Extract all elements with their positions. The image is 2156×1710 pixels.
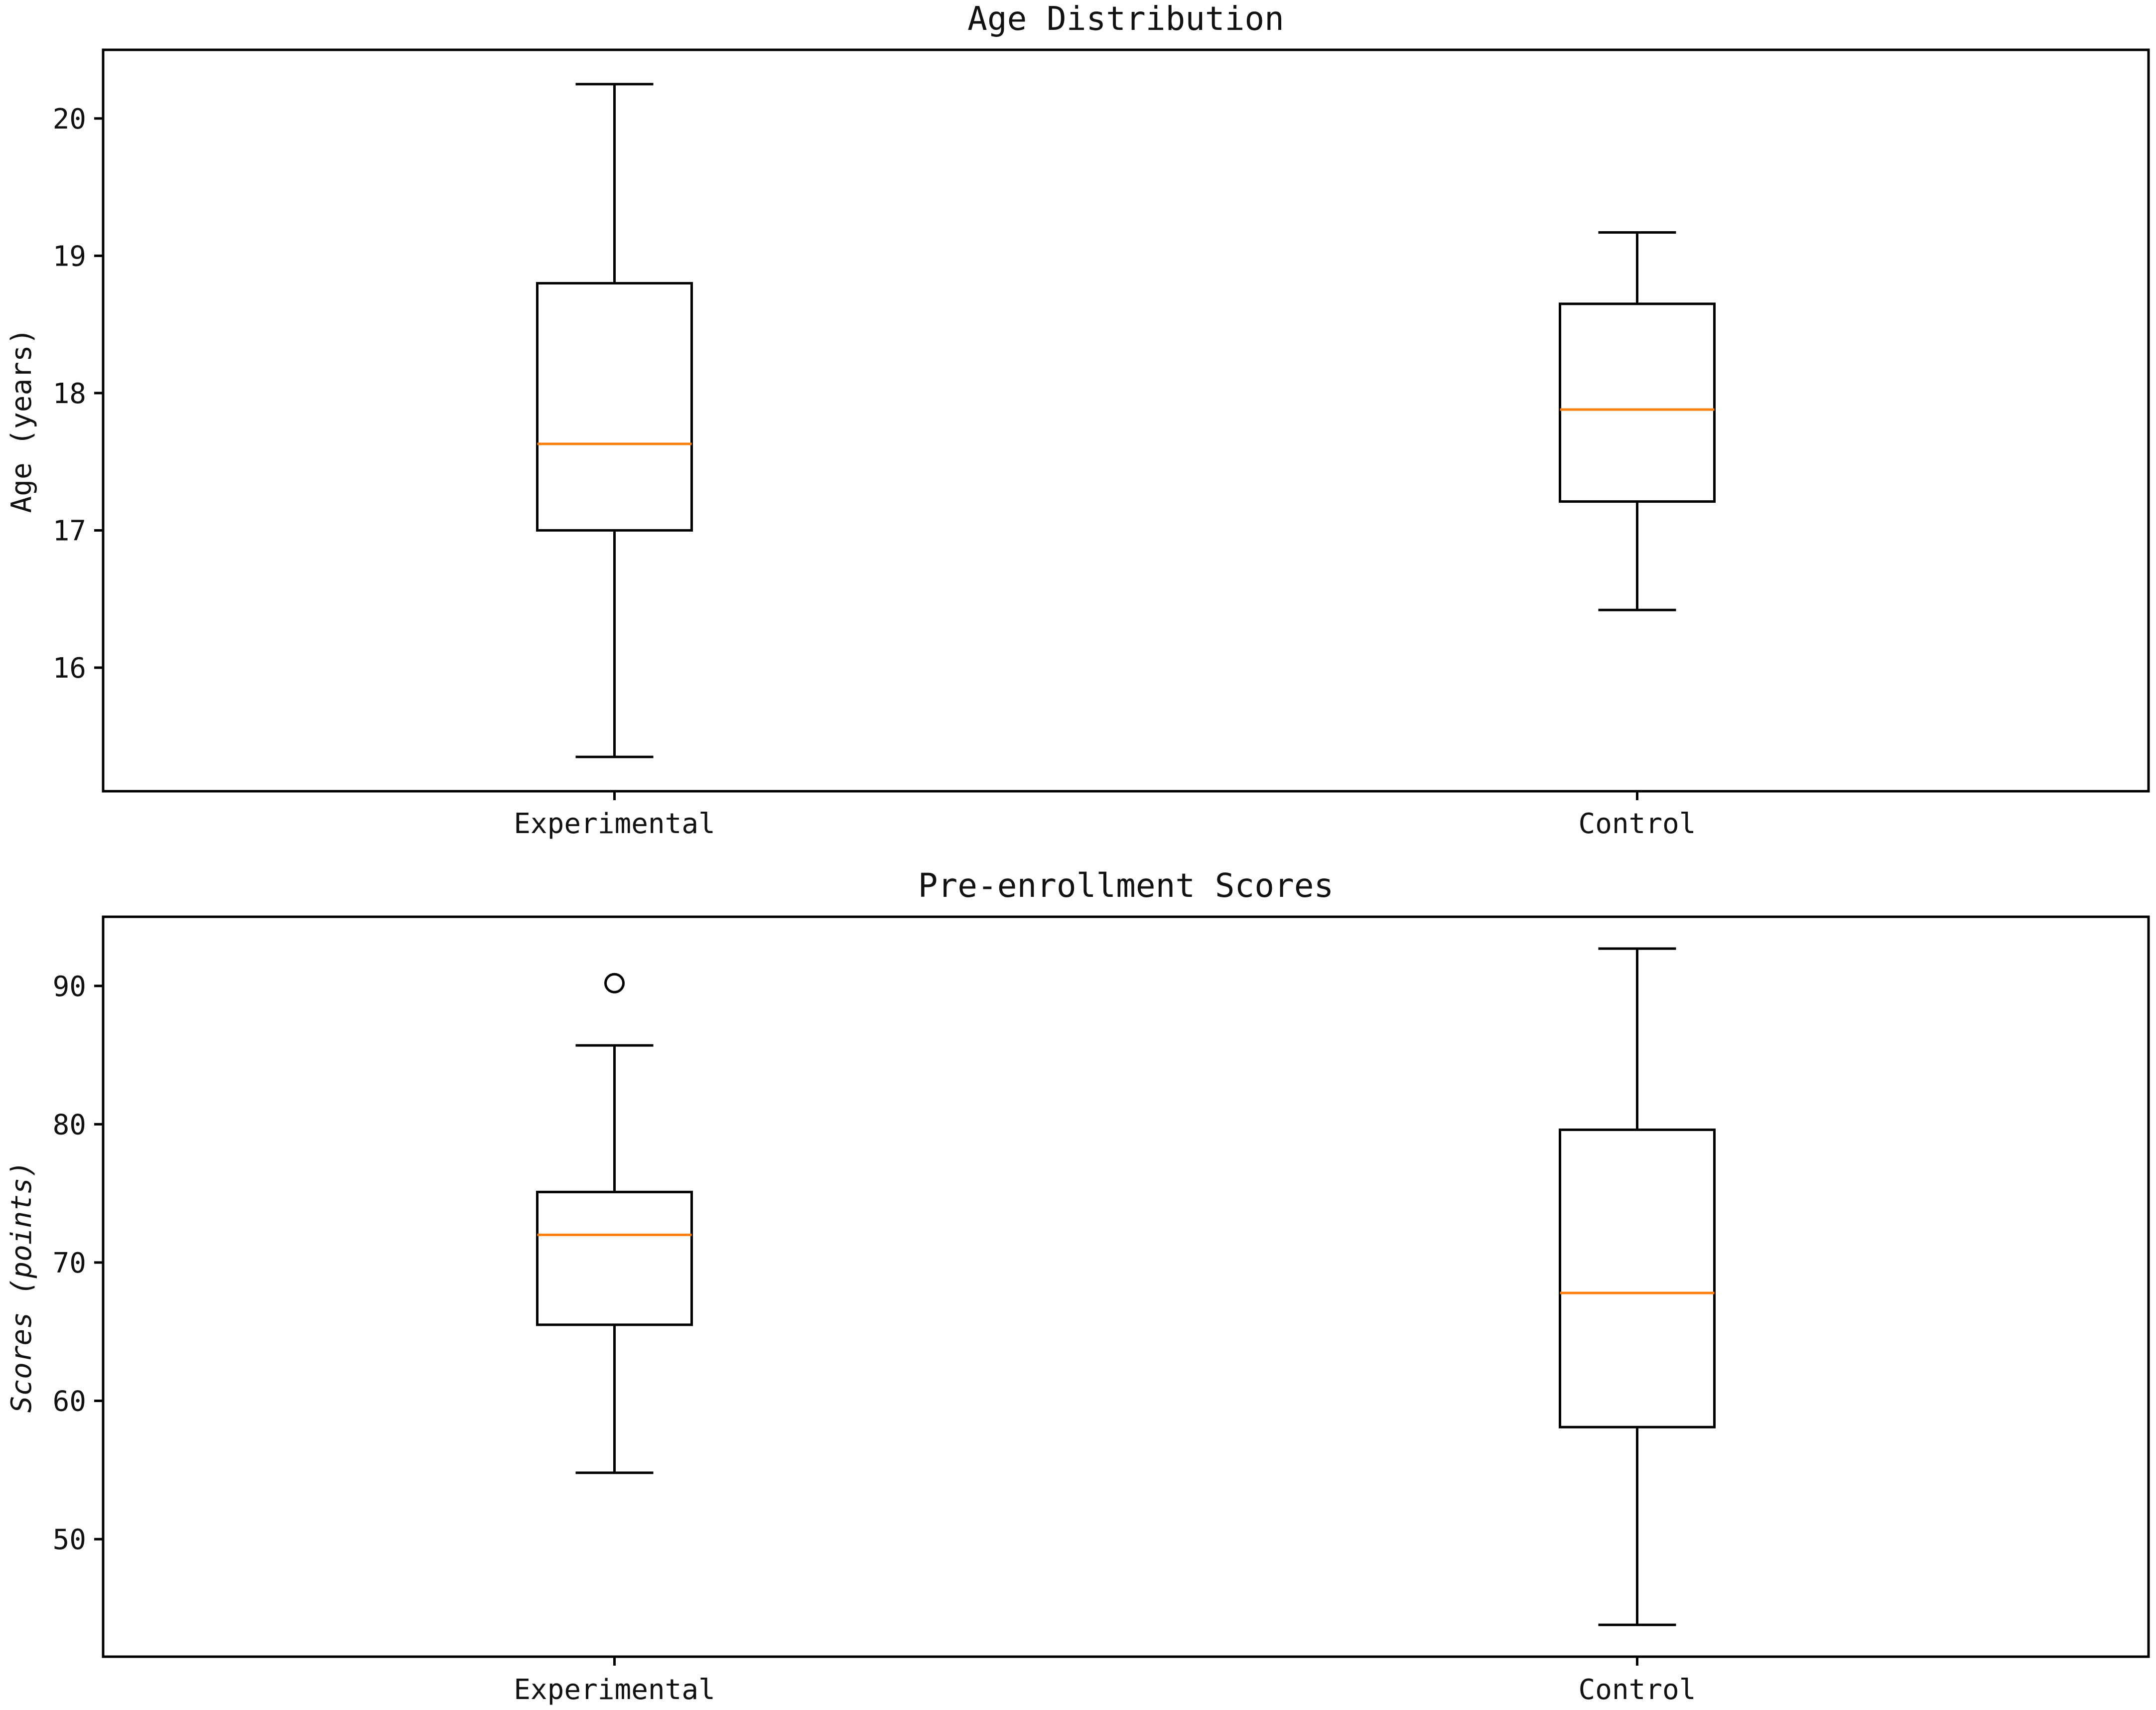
box-control bbox=[1559, 231, 1716, 611]
y-tick-label: 19 bbox=[53, 240, 86, 273]
y-axis-label: Age (years) bbox=[5, 328, 38, 513]
box-experimental bbox=[536, 973, 693, 1474]
chart-title: Pre-enrollment Scores bbox=[918, 866, 1334, 905]
iqr-box bbox=[1559, 1128, 1716, 1428]
y-tick-label: 90 bbox=[53, 971, 86, 1003]
chart-title: Age Distribution bbox=[967, 0, 1284, 38]
plot-area bbox=[102, 915, 2150, 1658]
box-experimental bbox=[536, 83, 693, 758]
x-tick-label: Control bbox=[1578, 1674, 1696, 1706]
chart-panel-1: Age Distribution 16 17 18 19 20 Age (years) Exp… bbox=[5, 0, 2150, 840]
y-axis-label: Scores (points) bbox=[5, 1161, 38, 1413]
iqr-box bbox=[536, 1190, 693, 1326]
y-tick-label: 50 bbox=[53, 1524, 86, 1556]
y-tick-label: 18 bbox=[53, 378, 86, 410]
iqr-box bbox=[536, 282, 693, 532]
y-tick-label: 70 bbox=[53, 1247, 86, 1280]
y-tick-label: 60 bbox=[53, 1385, 86, 1418]
plot-area bbox=[102, 48, 2150, 793]
x-tick-label: Control bbox=[1578, 808, 1696, 840]
box-control bbox=[1559, 947, 1716, 1626]
x-tick-label: Experimental bbox=[514, 1674, 715, 1706]
x-tick-label: Experimental bbox=[514, 808, 715, 840]
y-tick-label: 20 bbox=[53, 103, 86, 136]
y-tick-label: 16 bbox=[53, 652, 86, 685]
chart-panel-2: Pre-enrollment Scores 50 60 70 80 90 Scores (p… bbox=[5, 866, 2150, 1706]
y-tick-label: 17 bbox=[53, 515, 86, 547]
outlier-point bbox=[604, 973, 625, 994]
iqr-box bbox=[1559, 302, 1716, 503]
y-tick-label: 80 bbox=[53, 1109, 86, 1141]
